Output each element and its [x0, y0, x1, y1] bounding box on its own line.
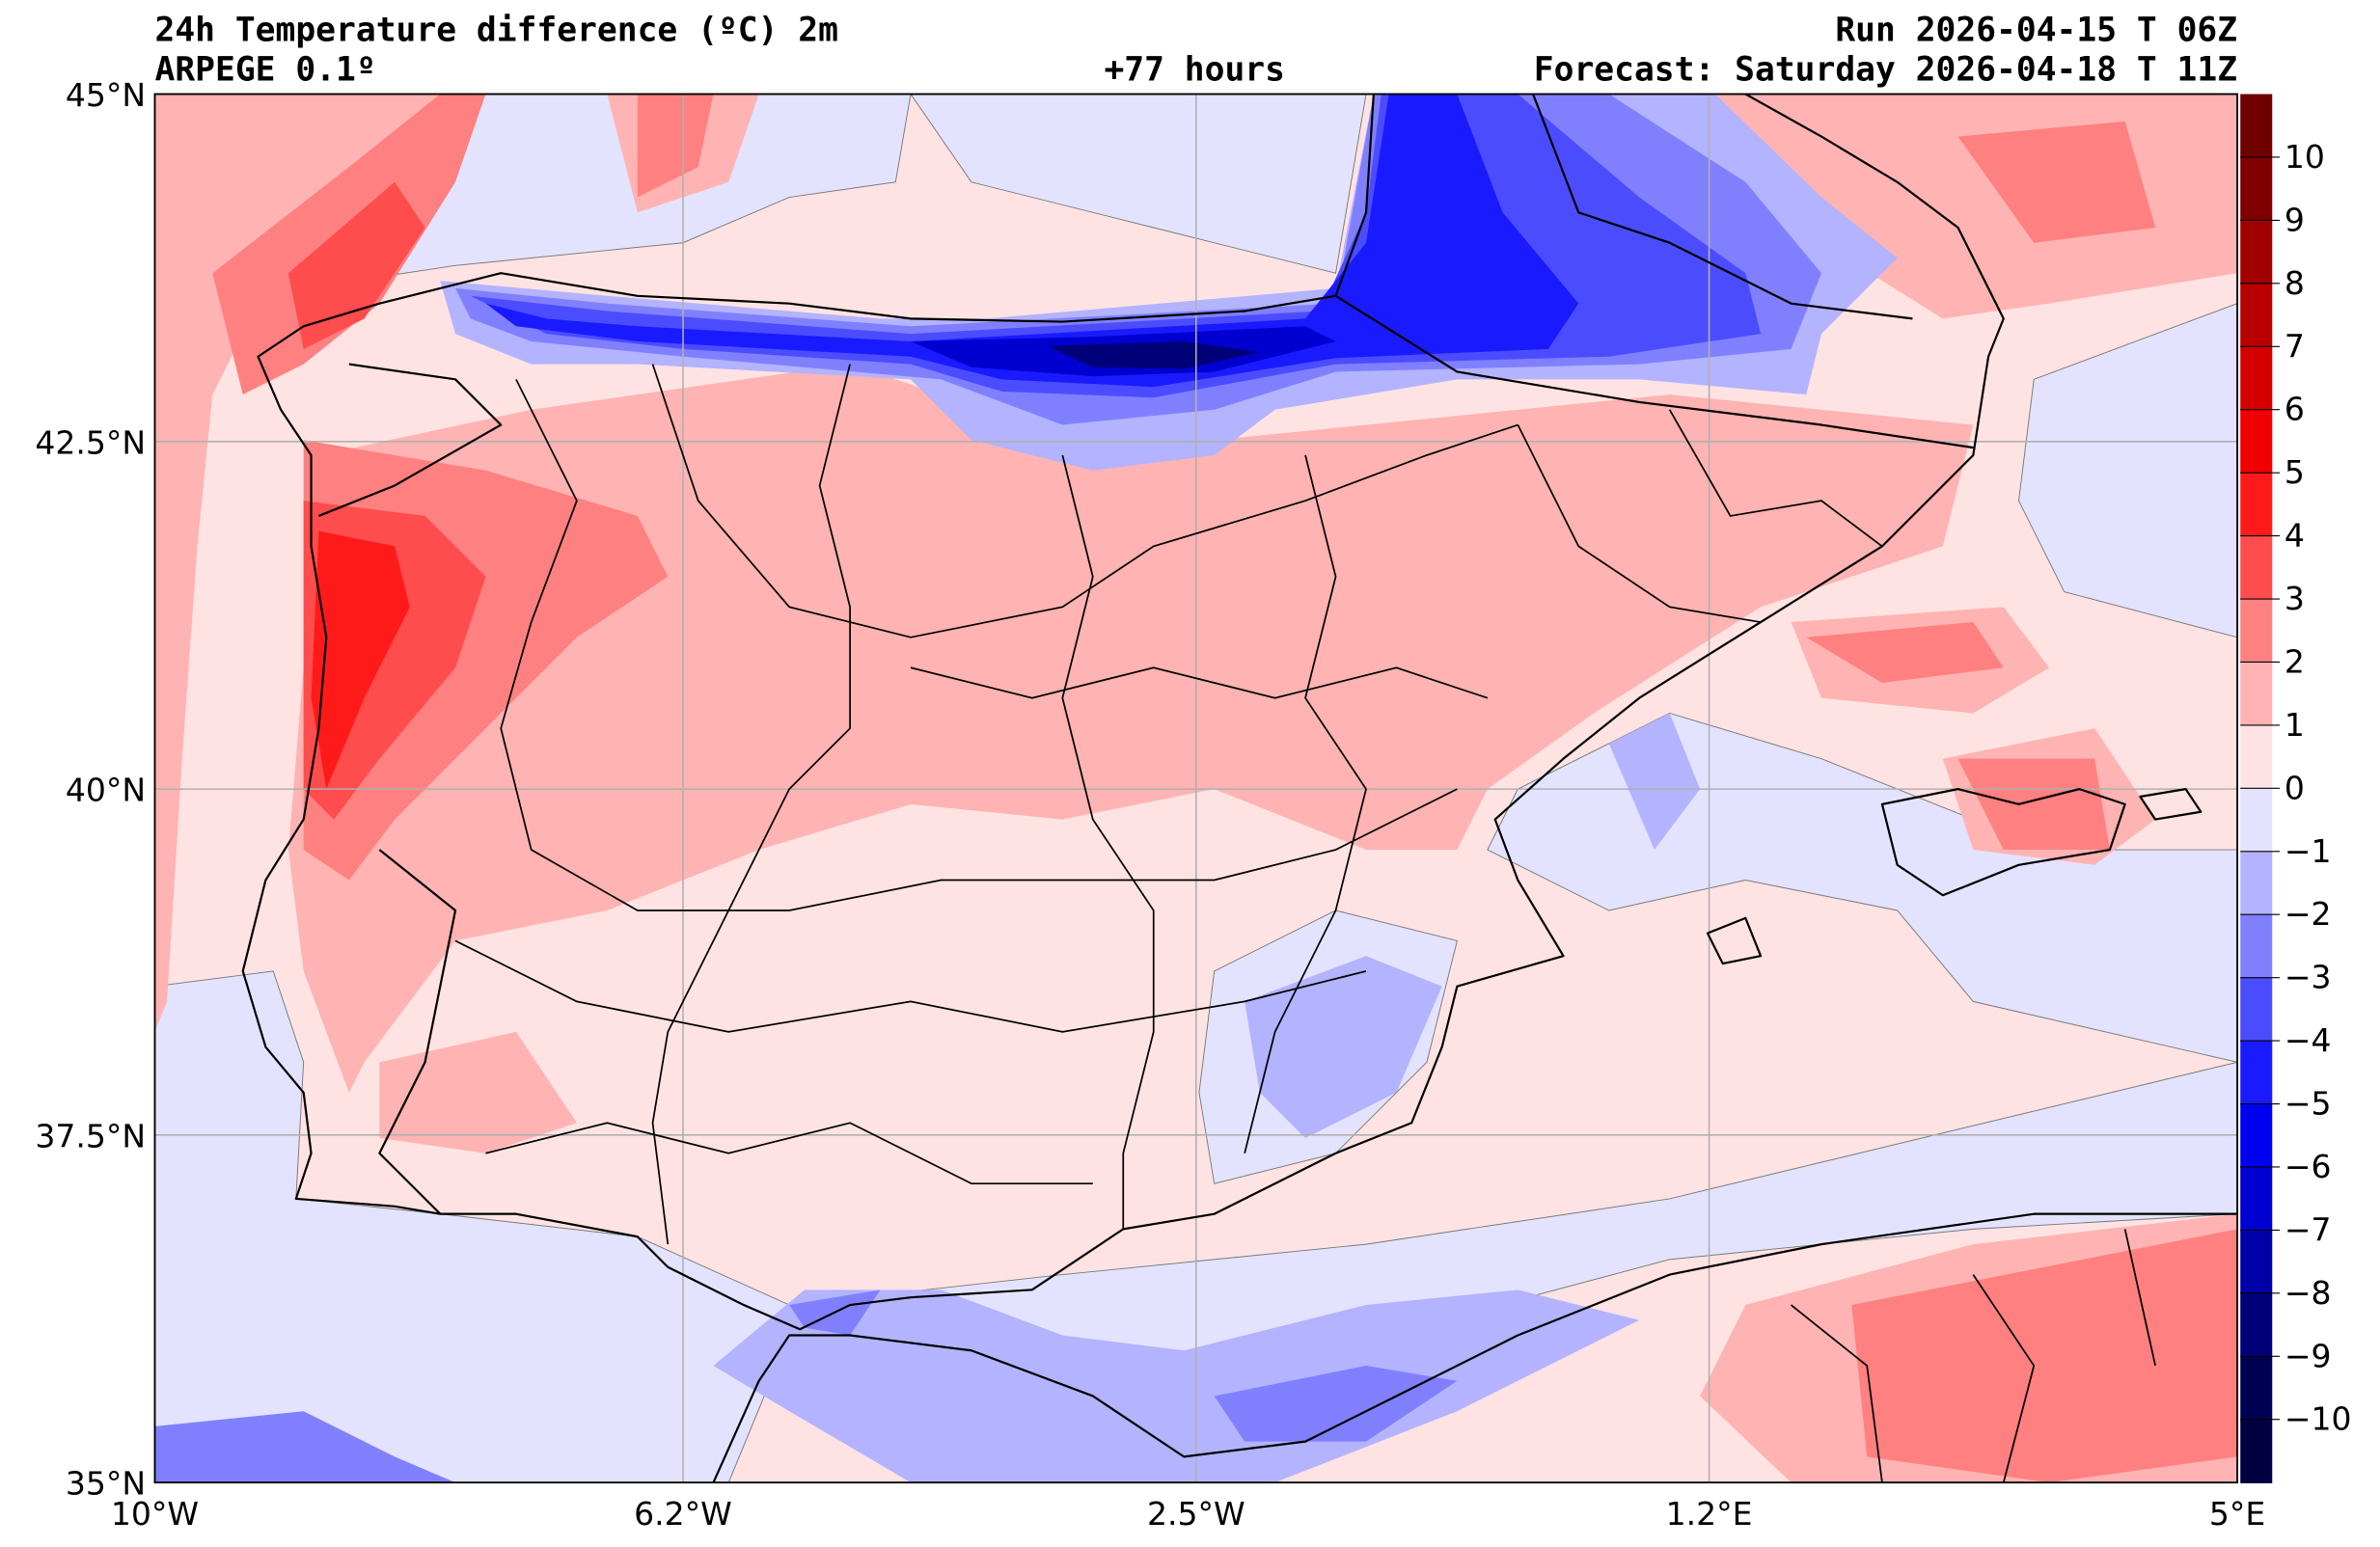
colorbar-segment — [2240, 156, 2273, 222]
lead-time-label: +77 hours — [1104, 50, 1285, 89]
lat-tick: 42.5°N — [35, 423, 146, 461]
lon-tick: 5°E — [2209, 1495, 2265, 1533]
longitude-labels: 10°W 6.2°W 2.5°W 1.2°E 5°E — [111, 1495, 2265, 1533]
colorbar-segment — [2240, 1230, 2273, 1294]
field-positive-3-5 — [287, 181, 486, 820]
colorbar-tick-label: −6 — [2284, 1148, 2332, 1185]
colorbar-segment — [2240, 599, 2273, 664]
colorbar-tick-label: 8 — [2284, 264, 2305, 302]
province-borders — [454, 364, 2156, 1483]
colorbar-tick-label: −3 — [2284, 959, 2332, 996]
colorbar-tick-label: −1 — [2284, 832, 2332, 870]
colorbar-segment — [2240, 977, 2273, 1042]
colorbar-segment — [2240, 1419, 2273, 1483]
colorbar-segment — [2240, 1292, 2273, 1358]
colorbar-segment — [2240, 788, 2273, 853]
map-area — [154, 94, 2238, 1483]
colorbar-tick-label: −10 — [2284, 1400, 2352, 1438]
colorbar-tick-label: 10 — [2284, 138, 2325, 176]
colorbar-segment — [2240, 94, 2273, 158]
colorbar-tick-label: 9 — [2284, 201, 2305, 238]
colorbar-tick-label: 4 — [2284, 517, 2305, 555]
coastlines — [241, 94, 2238, 1483]
colorbar-tick-label: 5 — [2284, 453, 2305, 491]
lon-tick: 6.2°W — [634, 1495, 732, 1533]
chart-title: 24h Temperature difference (ºC) 2m — [154, 11, 837, 49]
colorbar-tick-label: 3 — [2284, 580, 2305, 617]
colorbar-tick-label: −2 — [2284, 895, 2332, 933]
colorbar-tick-label: −5 — [2284, 1085, 2332, 1123]
colorbar-tick-label: −9 — [2284, 1337, 2332, 1374]
field-negative-strong — [440, 94, 1898, 1483]
lat-tick: 45°N — [66, 76, 146, 114]
lon-tick: 1.2°E — [1666, 1495, 1753, 1533]
colorbar-segment — [2240, 473, 2273, 537]
lon-tick: 10°W — [111, 1495, 199, 1533]
latitude-labels: 45°N 42.5°N 40°N 37.5°N 35°N — [35, 76, 146, 1503]
colorbar-segment — [2240, 1356, 2273, 1421]
colorbar-tick-label: 7 — [2284, 327, 2305, 365]
forecast-label: Forecast: Saturday 2026-04-18 T 11Z — [1534, 50, 2237, 89]
colorbar-tick-label: 0 — [2284, 769, 2305, 806]
colorbar-segment — [2240, 409, 2273, 474]
colorbar-tick-label: 1 — [2284, 706, 2305, 744]
lat-tick: 37.5°N — [35, 1117, 146, 1154]
colorbar-tick-label: −4 — [2284, 1021, 2332, 1059]
colorbar-segment — [2240, 1041, 2273, 1105]
map-frame — [153, 93, 2239, 1484]
colorbar-tick-label: 2 — [2284, 642, 2305, 680]
colorbar-tick-label: 6 — [2284, 391, 2305, 428]
lat-tick: 40°N — [66, 772, 146, 809]
colorbar-segment — [2240, 662, 2273, 726]
graticule — [154, 94, 2238, 1483]
colorbar-tick-label: −7 — [2284, 1210, 2332, 1248]
run-label: Run 2026-04-15 T 06Z — [1835, 11, 2237, 49]
lat-tick: 35°N — [66, 1465, 146, 1503]
colorbar-segment — [2240, 535, 2273, 600]
colorbar-segment — [2240, 724, 2273, 790]
model-label: ARPEGE 0.1º — [154, 50, 375, 89]
colorbar-segment — [2240, 851, 2273, 915]
colorbar-segment — [2240, 283, 2273, 348]
colorbar-segment — [2240, 346, 2273, 411]
colorbar-segment — [2240, 1103, 2273, 1168]
lon-tick: 2.5°W — [1147, 1495, 1245, 1533]
colorbar-segment — [2240, 1166, 2273, 1232]
colorbar-tick-label: −8 — [2284, 1274, 2332, 1312]
colorbar-segment — [2240, 220, 2273, 285]
colorbar-segment — [2240, 914, 2273, 979]
